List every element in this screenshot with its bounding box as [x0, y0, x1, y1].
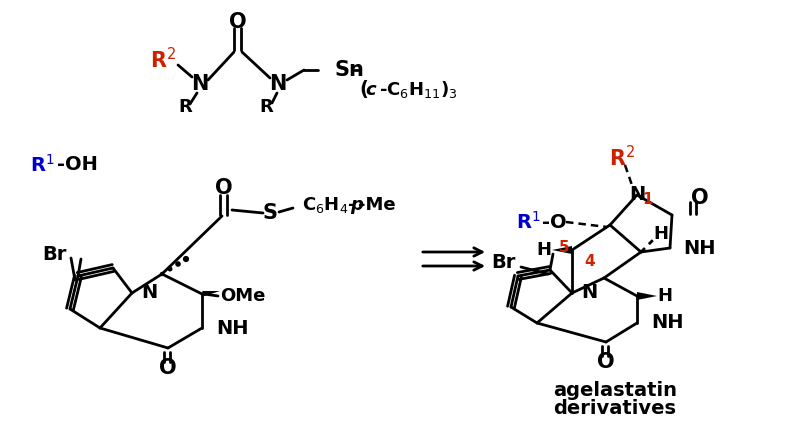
Text: R: R	[259, 98, 273, 116]
Text: NH: NH	[216, 319, 249, 337]
Text: O: O	[691, 188, 709, 208]
Text: 5: 5	[558, 241, 570, 256]
Text: agelastatin: agelastatin	[553, 380, 677, 400]
Text: C$_6$H$_4$-: C$_6$H$_4$-	[302, 195, 356, 215]
Text: NH: NH	[683, 239, 715, 257]
Circle shape	[161, 273, 163, 276]
Text: H: H	[654, 225, 669, 243]
Text: Br: Br	[491, 253, 515, 273]
Circle shape	[184, 256, 189, 262]
Text: N: N	[629, 184, 645, 204]
Text: O: O	[215, 178, 233, 198]
Circle shape	[176, 262, 180, 266]
Text: H: H	[658, 287, 673, 305]
Text: c: c	[366, 81, 376, 99]
Text: -C$_6$H$_{11}$)$_3$: -C$_6$H$_{11}$)$_3$	[379, 80, 458, 101]
Text: O: O	[229, 12, 247, 32]
Text: O: O	[159, 358, 177, 378]
Text: -Me: -Me	[358, 196, 396, 214]
Circle shape	[168, 267, 172, 271]
Text: derivatives: derivatives	[554, 398, 677, 417]
Text: 4: 4	[585, 254, 595, 270]
Text: R$^2$: R$^2$	[609, 145, 635, 170]
Text: R$^1$: R$^1$	[30, 154, 54, 176]
Text: N: N	[270, 74, 286, 94]
Text: R$^1$: R$^1$	[516, 211, 540, 233]
Text: 1: 1	[642, 193, 654, 207]
Text: N: N	[581, 283, 598, 302]
Text: O: O	[597, 352, 615, 372]
Text: H: H	[537, 241, 551, 259]
Text: N: N	[141, 283, 158, 302]
Text: N: N	[191, 74, 209, 94]
Text: p: p	[350, 196, 363, 214]
Polygon shape	[202, 291, 220, 297]
Text: Sn: Sn	[335, 60, 365, 80]
Text: -O: -O	[542, 213, 566, 231]
Text: NH: NH	[651, 314, 683, 333]
Text: R$^2$: R$^2$	[150, 47, 176, 72]
Text: OMe: OMe	[220, 287, 266, 305]
Text: S: S	[262, 203, 278, 223]
Polygon shape	[637, 292, 657, 300]
Text: Br: Br	[42, 245, 66, 264]
Polygon shape	[552, 246, 572, 254]
Text: -OH: -OH	[57, 155, 98, 175]
Text: (: (	[359, 81, 369, 100]
Text: R: R	[178, 98, 192, 116]
